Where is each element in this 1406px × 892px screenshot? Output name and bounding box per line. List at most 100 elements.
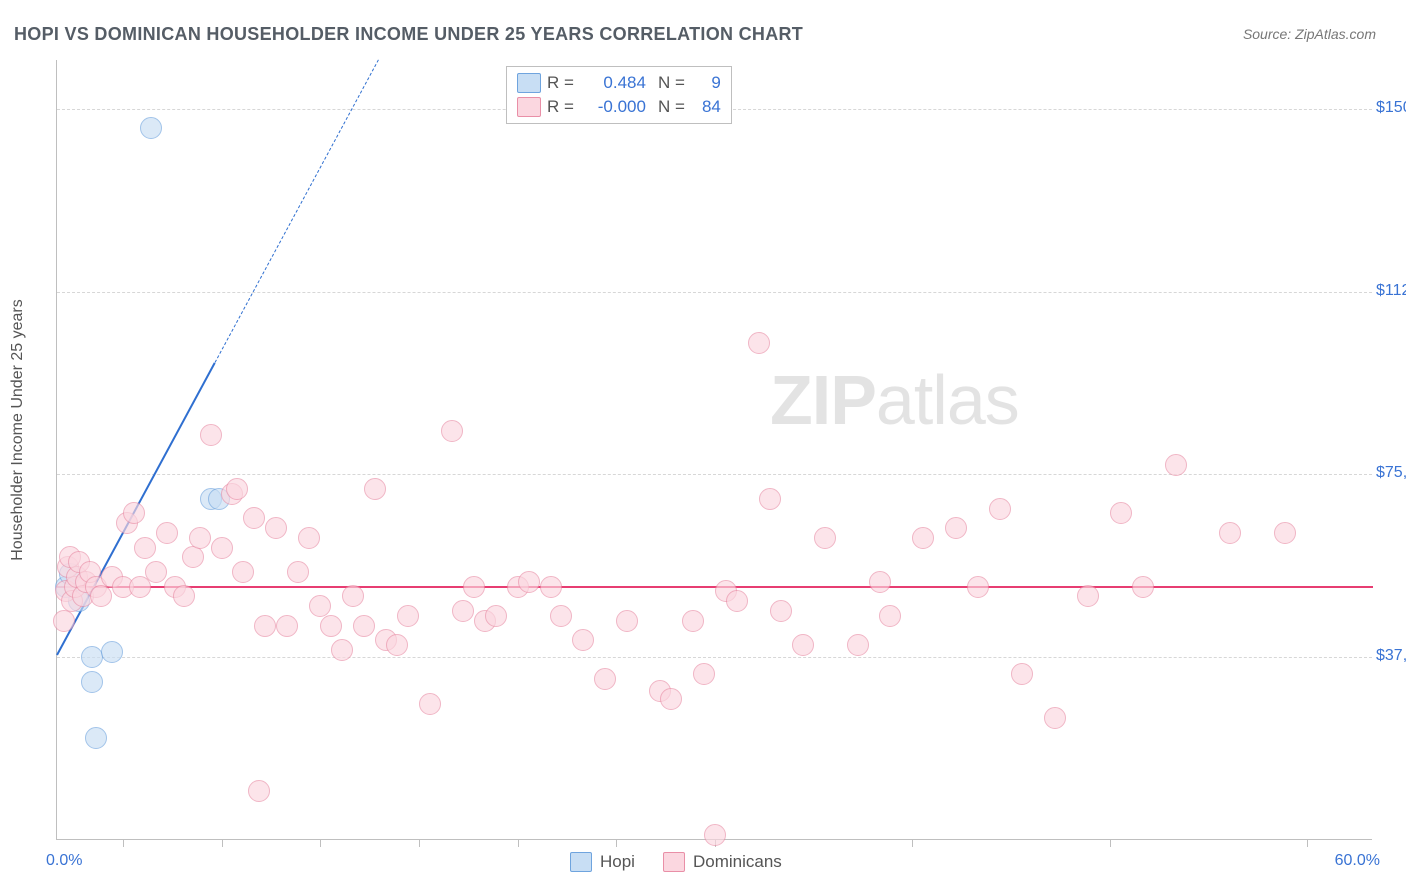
data-point: [140, 117, 162, 139]
legend-series-name: Dominicans: [693, 852, 782, 872]
data-point: [287, 561, 309, 583]
chart-title: HOPI VS DOMINICAN HOUSEHOLDER INCOME UND…: [14, 24, 803, 45]
legend-row: R = 0.484 N = 9: [517, 71, 721, 95]
data-point: [540, 576, 562, 598]
data-point: [331, 639, 353, 661]
data-point: [616, 610, 638, 632]
data-point: [211, 537, 233, 559]
data-point: [550, 605, 572, 627]
data-point: [81, 646, 103, 668]
x-tick: [320, 839, 321, 847]
legend-row: R = -0.000 N = 84: [517, 95, 721, 119]
data-point: [85, 727, 107, 749]
data-point: [726, 590, 748, 612]
series-legend: Hopi Dominicans: [570, 852, 782, 872]
data-point: [1044, 707, 1066, 729]
data-point: [419, 693, 441, 715]
watermark-atlas: atlas: [876, 361, 1019, 439]
data-point: [353, 615, 375, 637]
data-point: [1219, 522, 1241, 544]
data-point: [226, 478, 248, 500]
legend-swatch: [663, 852, 685, 872]
data-point: [682, 610, 704, 632]
trend-line-dashed: [214, 60, 378, 363]
data-point: [173, 585, 195, 607]
data-point: [485, 605, 507, 627]
data-point: [748, 332, 770, 354]
x-tick: [1307, 839, 1308, 847]
legend-item: Hopi: [570, 852, 635, 872]
legend-n-value: 84: [691, 97, 721, 117]
data-point: [90, 585, 112, 607]
x-tick: [912, 839, 913, 847]
watermark-zip: ZIP: [770, 361, 876, 439]
data-point: [309, 595, 331, 617]
data-point: [1011, 663, 1033, 685]
data-point: [342, 585, 364, 607]
legend-n-label: N =: [658, 73, 685, 93]
data-point: [759, 488, 781, 510]
gridline: [57, 292, 1372, 293]
x-tick: [123, 839, 124, 847]
legend-item: Dominicans: [663, 852, 782, 872]
x-tick: [222, 839, 223, 847]
legend-r-label: R =: [547, 73, 574, 93]
data-point: [156, 522, 178, 544]
correlation-legend: R = 0.484 N = 9 R = -0.000 N = 84: [506, 66, 732, 124]
legend-r-value: -0.000: [580, 97, 646, 117]
x-tick: [518, 839, 519, 847]
data-point: [770, 600, 792, 622]
legend-r-value: 0.484: [580, 73, 646, 93]
data-point: [53, 610, 75, 632]
y-tick-label: $112,500: [1376, 282, 1406, 300]
data-point: [792, 634, 814, 656]
data-point: [134, 537, 156, 559]
data-point: [1165, 454, 1187, 476]
data-point: [189, 527, 211, 549]
data-point: [869, 571, 891, 593]
data-point: [967, 576, 989, 598]
data-point: [1110, 502, 1132, 524]
data-point: [1274, 522, 1296, 544]
data-point: [232, 561, 254, 583]
data-point: [101, 641, 123, 663]
x-axis-max-label: 60.0%: [1335, 852, 1380, 870]
legend-n-label: N =: [658, 97, 685, 117]
source-attribution: Source: ZipAtlas.com: [1243, 26, 1376, 42]
data-point: [182, 546, 204, 568]
data-point: [265, 517, 287, 539]
data-point: [397, 605, 419, 627]
data-point: [386, 634, 408, 656]
watermark: ZIPatlas: [770, 360, 1019, 440]
data-point: [452, 600, 474, 622]
legend-swatch: [517, 73, 541, 93]
data-point: [254, 615, 276, 637]
data-point: [704, 824, 726, 846]
data-point: [123, 502, 145, 524]
data-point: [594, 668, 616, 690]
source-prefix: Source:: [1243, 26, 1295, 42]
legend-n-value: 9: [691, 73, 721, 93]
y-tick-label: $150,000: [1376, 99, 1406, 117]
x-axis-min-label: 0.0%: [46, 852, 82, 870]
data-point: [912, 527, 934, 549]
data-point: [572, 629, 594, 651]
data-point: [847, 634, 869, 656]
data-point: [945, 517, 967, 539]
legend-swatch: [570, 852, 592, 872]
x-tick: [419, 839, 420, 847]
data-point: [200, 424, 222, 446]
legend-series-name: Hopi: [600, 852, 635, 872]
data-point: [320, 615, 342, 637]
data-point: [518, 571, 540, 593]
data-point: [1132, 576, 1154, 598]
legend-swatch: [517, 97, 541, 117]
gridline: [57, 657, 1372, 658]
data-point: [989, 498, 1011, 520]
data-point: [660, 688, 682, 710]
data-point: [441, 420, 463, 442]
y-tick-label: $75,000: [1376, 464, 1406, 482]
data-point: [248, 780, 270, 802]
data-point: [298, 527, 320, 549]
legend-r-label: R =: [547, 97, 574, 117]
